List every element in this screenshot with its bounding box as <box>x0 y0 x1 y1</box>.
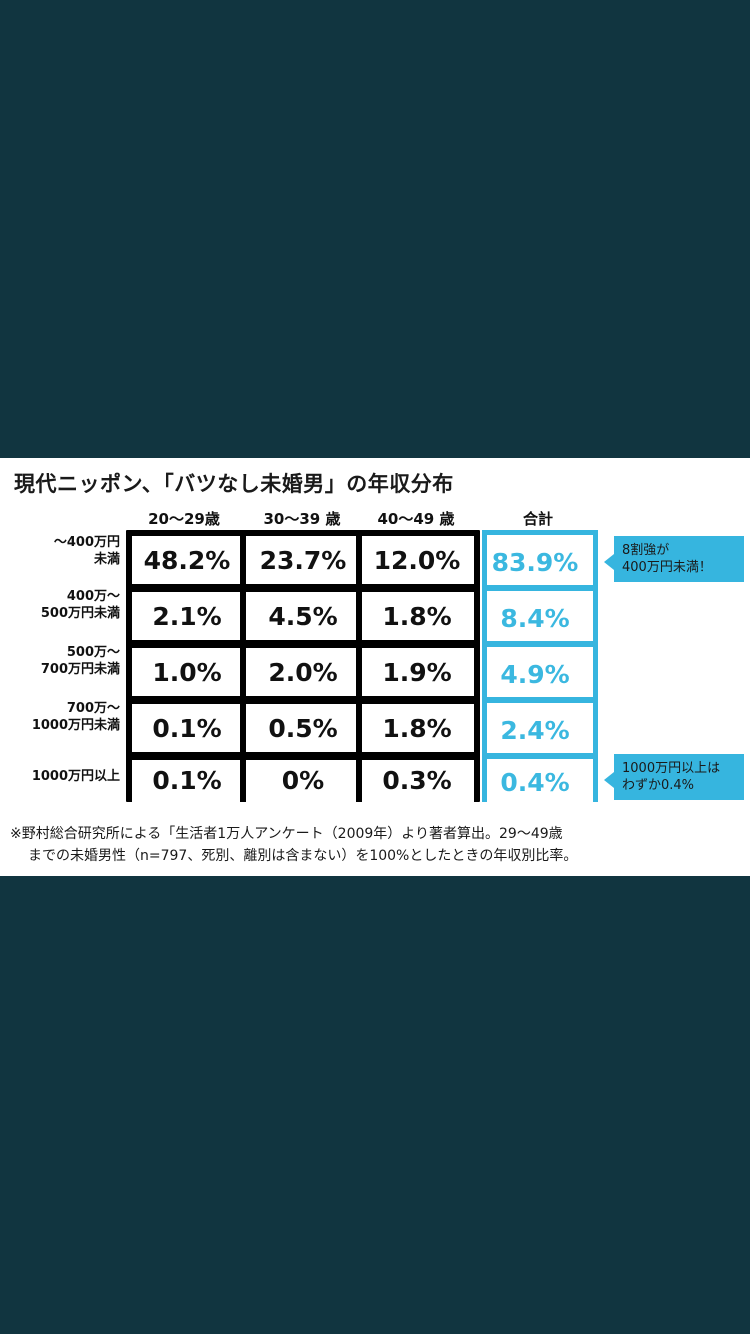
callout-box: 1000万円以上は わずか0.4% <box>614 754 744 800</box>
footnote: ※野村総合研究所による「生活者1万人アンケート（2009年）より著者算出。29〜… <box>10 823 577 867</box>
row-label-line2: 未満 <box>93 552 120 567</box>
callout-line2: 400万円未満！ <box>622 560 712 575</box>
callout-line2: わずか0.4% <box>622 778 695 793</box>
cell-value: 0.5% <box>268 714 338 743</box>
cell-value: 1.0% <box>152 658 222 687</box>
cell-value: 1.8% <box>382 602 452 631</box>
row-label-line1: 500万〜 <box>66 645 120 660</box>
cell-value: 12.0% <box>373 546 461 575</box>
callout-arrow <box>604 772 614 788</box>
cell-value: 48.2% <box>143 546 231 575</box>
chart-title: 現代ニッポン、「バツなし未婚男」の年収分布 <box>14 472 454 496</box>
column-header-30s: 30〜39 歳 <box>263 510 341 528</box>
total-box <box>482 754 598 802</box>
callout-arrow <box>604 554 614 570</box>
total-value: 0.4% <box>500 768 570 797</box>
total-value: 2.4% <box>500 716 570 745</box>
cell-value: 0.1% <box>152 766 222 795</box>
cell-value: 1.8% <box>382 714 452 743</box>
row-label-line2: 500万円未満 <box>40 606 120 621</box>
row-label: 400万〜 500万円未満 <box>2 588 120 622</box>
cell-box <box>356 754 480 802</box>
cell-value: 2.1% <box>152 602 222 631</box>
cell-value: 1.9% <box>382 658 452 687</box>
row-label-line2: 1000万円未満 <box>31 718 120 733</box>
total-value: 83.9% <box>491 548 579 577</box>
footnote-line1: ※野村総合研究所による「生活者1万人アンケート（2009年）より著者算出。29〜… <box>10 826 563 842</box>
column-header-40s: 40〜49 歳 <box>377 510 455 528</box>
row-label-line1: 〜400万円 <box>53 535 120 550</box>
cell-value: 0.1% <box>152 714 222 743</box>
footnote-line2: までの未婚男性（n=797、死別、離別は含まない）を100%としたときの年収別比… <box>28 848 578 864</box>
callout-line1: 1000万円以上は <box>622 761 721 776</box>
row-label: 1000万円以上 <box>2 768 120 785</box>
total-value: 8.4% <box>500 604 570 633</box>
column-header-20s: 20〜29歳 <box>148 510 220 528</box>
row-label: 500万〜 700万円未満 <box>2 644 120 678</box>
chart-card: 現代ニッポン、「バツなし未婚男」の年収分布 20〜29歳 30〜39 歳 40〜… <box>0 458 750 876</box>
row-label-line1: 700万〜 <box>66 701 120 716</box>
cell-value: 23.7% <box>259 546 347 575</box>
row-label: 〜400万円未満 <box>2 534 120 568</box>
callout-box: 8割強が 400万円未満！ <box>614 536 744 582</box>
row-label-line1: 400万〜 <box>66 589 120 604</box>
callout-line1: 8割強が <box>622 543 670 558</box>
cell-value: 0.3% <box>382 766 452 795</box>
cell-value: 4.5% <box>268 602 338 631</box>
row-label-line1: 1000万円以上 <box>31 769 120 784</box>
total-value: 4.9% <box>500 660 570 689</box>
cell-value: 2.0% <box>268 658 338 687</box>
column-header-total: 合計 <box>522 510 553 528</box>
row-label: 700万〜 1000万円未満 <box>2 700 120 734</box>
row-label-line2: 700万円未満 <box>40 662 120 677</box>
cell-value: 0% <box>281 766 325 795</box>
